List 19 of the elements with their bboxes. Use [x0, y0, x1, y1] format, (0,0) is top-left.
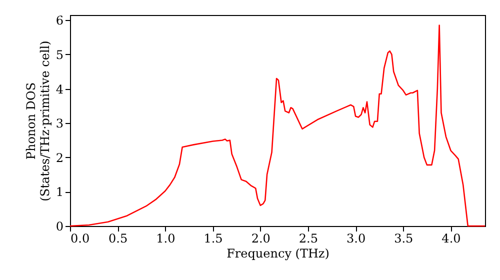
x-tick-label: 2.0 — [251, 232, 270, 246]
x-tick-label: 0.5 — [108, 232, 128, 246]
y-axis-title: Phonon DOS (States/THz·primitive cell) — [24, 40, 52, 202]
x-axis-title: Frequency (THz) — [226, 246, 330, 260]
x-tick-label: 0.0 — [70, 232, 90, 246]
y-tick-label: 5 — [56, 48, 64, 62]
x-tick-label: 2.5 — [298, 232, 318, 246]
x-tick-label: 1.5 — [204, 232, 223, 246]
x-tick-label: 4.0 — [442, 232, 461, 246]
y-tick-label: 0 — [56, 220, 64, 234]
line-series — [69, 24, 486, 227]
x-tick-label: 3.0 — [346, 232, 366, 246]
y-tick-label: 4 — [56, 82, 64, 96]
y-tick-label: 1 — [56, 185, 64, 200]
y-tick-label: 3 — [56, 116, 64, 131]
y-tick-label: 6 — [56, 14, 64, 28]
x-tick-label: 3.5 — [394, 232, 414, 246]
x-tick-label: 1.0 — [156, 232, 176, 246]
y-tick-label: 2 — [56, 150, 64, 165]
